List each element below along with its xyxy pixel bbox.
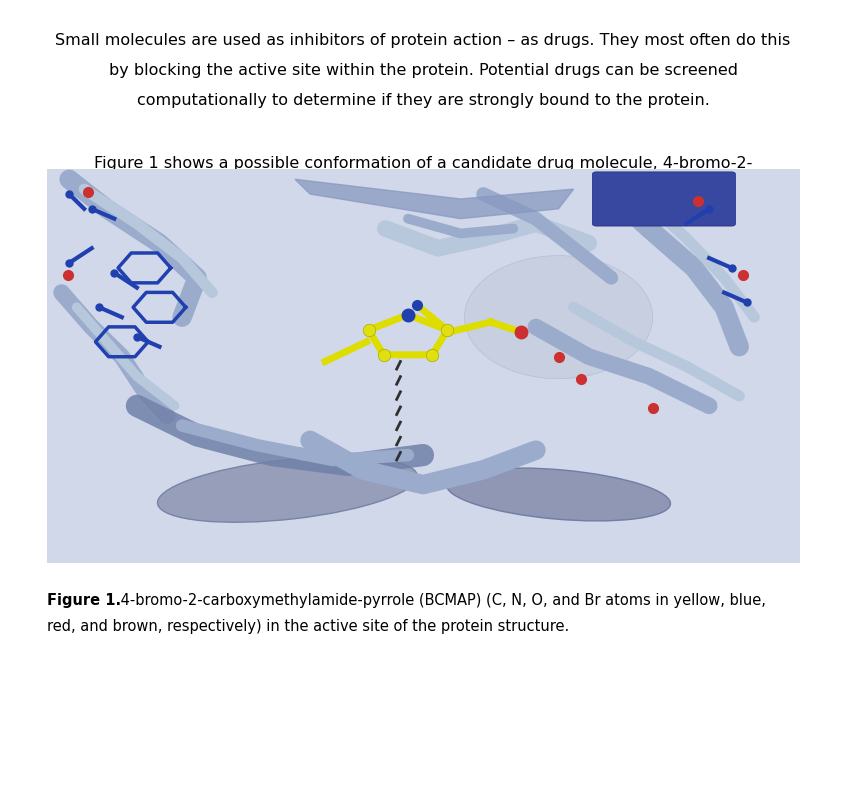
Text: and any solvent.: and any solvent. [114,359,248,374]
Ellipse shape [447,468,671,521]
Text: 4-bromo-2-carboxymethylamide-pyrrole (BCMAP) (C, N, O, and Br atoms in yellow, b: 4-bromo-2-carboxymethylamide-pyrrole (BC… [116,593,766,608]
Text: Figure 1.: Figure 1. [47,593,121,608]
Text: Figure 1 shows a possible conformation of a candidate drug molecule, 4-bromo-2-: Figure 1 shows a possible conformation o… [94,156,752,171]
Text: (abbreviation: PR). Figure 2 shows the full protein structure whilst figure 3 sh: (abbreviation: PR). Figure 2 shows the f… [61,216,785,231]
Text: for the protein in competition with the molecules that the protein normally targ: for the protein in competition with the … [114,329,783,344]
Text: carboxymethylamide-pyrrole (abbreviation: BCMAP) at the active site of a protein: carboxymethylamide-pyrrole (abbreviation… [95,186,751,201]
Text: by blocking the active site within the protein. Potential drugs can be screened: by blocking the active site within the p… [108,63,738,78]
Ellipse shape [464,255,652,379]
Text: Outline how you would investigate whether BCMAP would be an effective inhibitor: Outline how you would investigate whethe… [114,299,777,314]
Text: (c): (c) [63,299,85,314]
Text: red, and brown, respectively) in the active site of the protein structure.: red, and brown, respectively) in the act… [47,619,569,634]
FancyBboxPatch shape [592,172,735,226]
Text: computationally to determine if they are strongly bound to the protein.: computationally to determine if they are… [136,93,710,108]
Polygon shape [295,180,574,219]
Text: inhibitor of the protein at the site, overlayed with another calculated conforme: inhibitor of the protein at the site, ov… [60,246,786,261]
Ellipse shape [157,457,417,522]
Text: Small molecules are used as inhibitors of protein action – as drugs. They most o: Small molecules are used as inhibitors o… [55,33,791,48]
